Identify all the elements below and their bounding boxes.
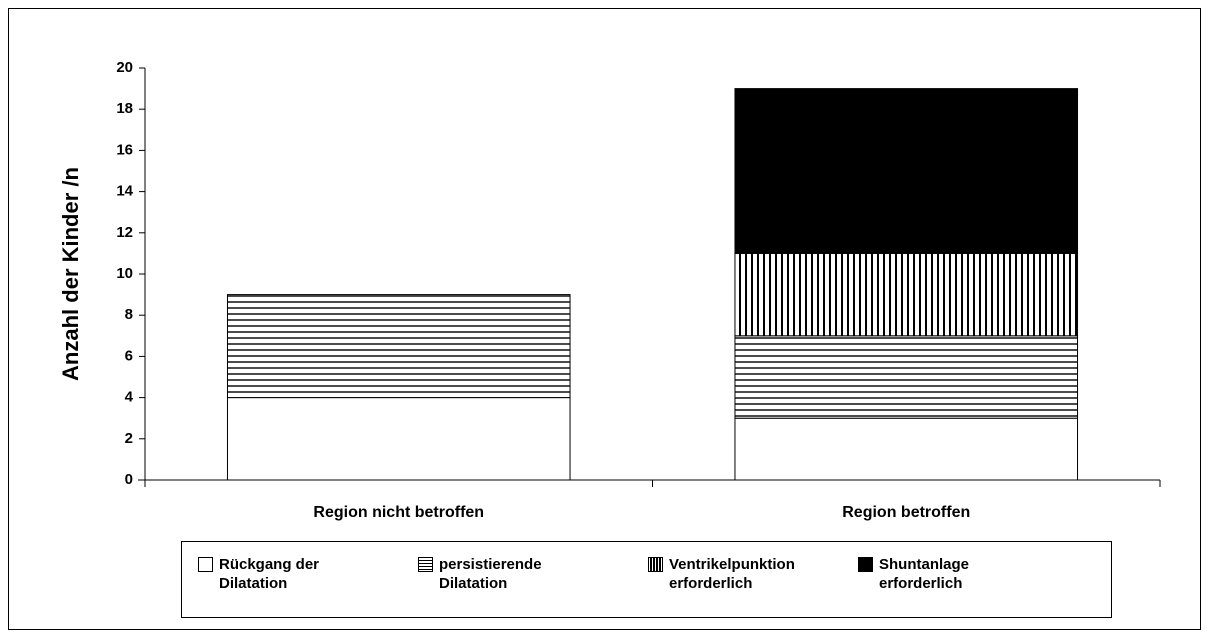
y-tick-label: 0 [125, 471, 133, 488]
bar-segment [734, 417, 1079, 481]
y-tick-label: 4 [125, 389, 134, 406]
legend-item: Rückgang der Dilatation [198, 555, 354, 593]
legend-swatch [198, 557, 213, 572]
y-tick-label: 10 [116, 265, 133, 282]
y-tick-label: 18 [116, 100, 133, 117]
legend-swatch [858, 557, 873, 572]
bar-segment [734, 252, 1079, 337]
legend-item: Shuntanlage erforderlich [858, 555, 1029, 593]
x-tick-label: Region betroffen [842, 504, 970, 521]
bar-segment [226, 397, 571, 481]
legend-item: persistierende Dilatation [418, 555, 589, 593]
y-tick-label: 14 [116, 183, 133, 200]
y-tick-label: 2 [125, 430, 133, 447]
y-tick-label: 20 [116, 59, 133, 76]
y-tick-label: 6 [125, 347, 133, 364]
bar-segment [734, 335, 1079, 419]
y-axis-label: Anzahl der Kinder /n [58, 167, 83, 381]
y-tick-label: 8 [125, 306, 133, 323]
legend-label: Rückgang der Dilatation [219, 556, 320, 592]
x-tick-label: Region nicht betroffen [313, 504, 484, 521]
legend-box [181, 541, 1112, 618]
legend-swatch [648, 557, 663, 572]
y-tick-label: 16 [116, 141, 133, 158]
frame [8, 8, 1201, 630]
legend-label: Ventrikelpunktion erforderlich [669, 556, 795, 592]
bar-segment [226, 294, 571, 399]
legend-label: Shuntanlage erforderlich [879, 556, 970, 592]
legend-label: persistierende Dilatation [439, 556, 542, 592]
y-tick-label: 12 [116, 224, 133, 241]
legend-item: Ventrikelpunktion erforderlich [648, 555, 819, 593]
bar-segment [734, 88, 1079, 254]
legend-swatch [418, 557, 433, 572]
